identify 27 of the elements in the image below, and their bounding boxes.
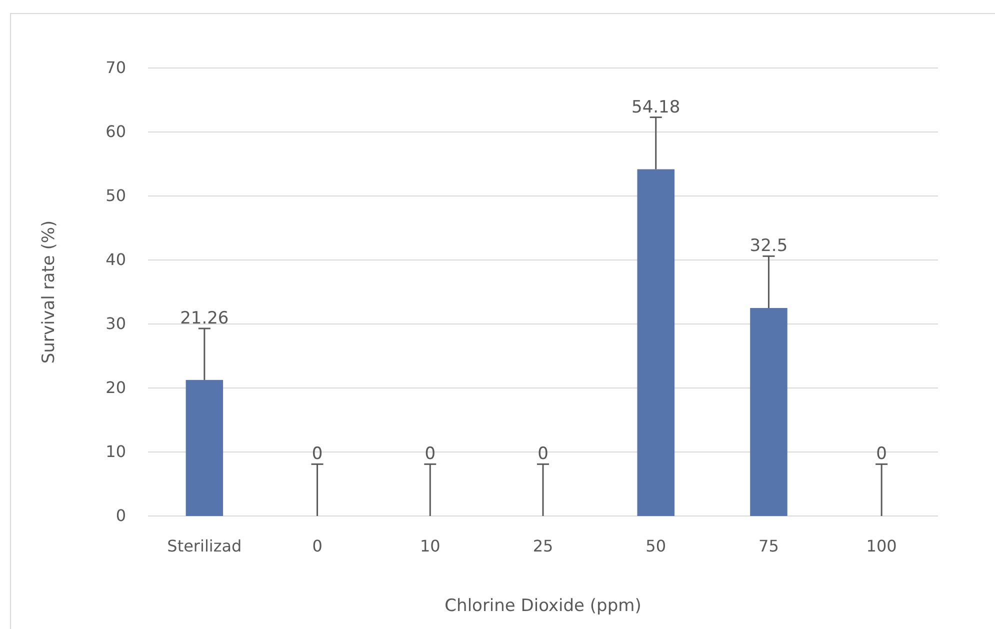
- bar: [637, 169, 674, 516]
- data-label: 0: [424, 444, 436, 464]
- data-label: 32.5: [750, 236, 788, 256]
- y-axis-title: Survival rate (%): [39, 220, 59, 364]
- x-axis-title: Chlorine Dioxide (ppm): [444, 596, 642, 616]
- y-tick-label: 20: [106, 378, 126, 398]
- data-label: 0: [538, 444, 548, 464]
- data-label: 0: [312, 444, 323, 464]
- y-tick-label: 60: [106, 122, 126, 142]
- x-tick-label: 100: [866, 536, 897, 556]
- x-tick-label: 75: [758, 536, 779, 556]
- x-tick-label: 10: [420, 536, 440, 556]
- data-label: 21.26: [180, 308, 229, 328]
- data-label: 0: [876, 444, 887, 464]
- y-tick-label: 10: [106, 442, 126, 462]
- y-tick-label: 0: [116, 506, 126, 526]
- bar: [186, 380, 224, 516]
- x-tick-label: 50: [646, 536, 666, 556]
- y-tick-label: 30: [106, 314, 126, 334]
- bar: [750, 308, 788, 516]
- x-tick-label: Sterilizad: [167, 536, 242, 556]
- y-tick-label: 70: [106, 58, 126, 78]
- data-label: 54.18: [632, 97, 680, 118]
- x-tick-label: 25: [532, 536, 554, 556]
- x-tick-label: 0: [312, 536, 322, 556]
- y-tick-label: 50: [106, 186, 126, 206]
- y-tick-label: 40: [106, 250, 126, 270]
